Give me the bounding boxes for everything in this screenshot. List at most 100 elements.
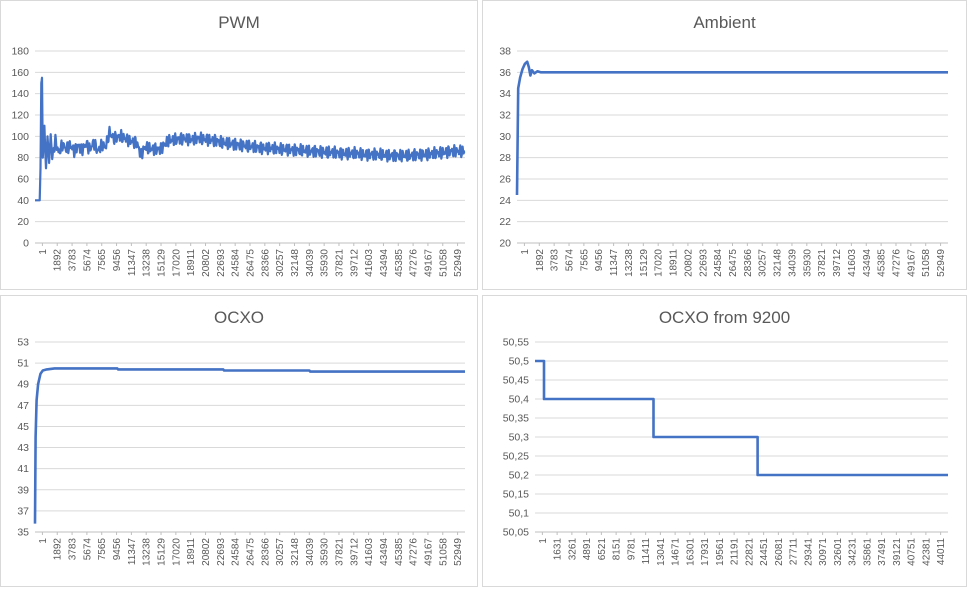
x-tick-label: 3261 [567, 538, 578, 561]
x-tick-label: 7565 [97, 538, 108, 561]
x-tick-label: 47276 [409, 538, 420, 566]
y-tick-label: 22 [499, 216, 511, 228]
x-tick-label: 18911 [669, 249, 680, 277]
y-tick-label: 47 [17, 400, 29, 412]
x-tick-label: 13238 [624, 249, 635, 277]
x-tick-label: 9781 [626, 538, 637, 561]
chart-panel-ambient: Ambient 20 22 24 26 28 30 32 34 36 38 1 1892 3783 567… [482, 0, 967, 290]
x-tick-label: 30257 [275, 249, 286, 277]
x-tick-label: 26475 [246, 249, 257, 277]
chart-title: OCXO from 9200 [658, 308, 791, 327]
y-tick-label: 49 [17, 379, 29, 391]
y-tick-label: 50,55 [503, 337, 529, 349]
x-tick-label: 35930 [802, 249, 813, 277]
x-tick-label: 52949 [453, 538, 464, 566]
x-tick-label: 3783 [550, 249, 561, 272]
x-tick-label: 4891 [582, 538, 593, 561]
chart-svg: 35 37 39 41 43 45 47 49 51 53 1 1892 3783 5674 7565 945… [17, 337, 465, 566]
x-tick-label: 22821 [744, 538, 755, 566]
y-tick-label: 34 [499, 88, 511, 100]
y-tick-label: 160 [11, 67, 29, 79]
x-tick-label: 41603 [847, 249, 858, 277]
x-tick-label: 16301 [685, 538, 696, 566]
x-tick-label: 26475 [246, 538, 257, 566]
x-tick-label: 35930 [320, 249, 331, 277]
x-tick-label: 37491 [877, 538, 888, 566]
y-tick-label: 50,45 [503, 375, 529, 387]
y-tick-label: 180 [11, 46, 29, 58]
x-tick-label: 3783 [68, 249, 79, 272]
y-tick-label: 36 [499, 67, 511, 79]
y-tick-label: 50,4 [509, 394, 530, 406]
x-tick-label: 30971 [818, 538, 829, 566]
x-tick-label: 43494 [379, 249, 390, 277]
x-tick-label: 1892 [535, 249, 546, 272]
x-tick-label: 28366 [743, 249, 754, 277]
series-line [34, 76, 466, 202]
x-tick-label: 6521 [597, 538, 608, 561]
x-tick-label: 18911 [186, 249, 197, 277]
x-tick-label: 9456 [594, 249, 605, 272]
x-tick-label: 26475 [728, 249, 739, 277]
x-tick-label: 1 [538, 538, 549, 544]
x-tick-label: 28366 [260, 249, 271, 277]
x-tick-label: 24584 [231, 249, 242, 277]
x-tick-label: 45385 [877, 249, 888, 277]
x-tick-label: 1 [520, 249, 531, 255]
x-tick-label: 24584 [713, 249, 724, 277]
x-tick-label: 13041 [656, 538, 667, 566]
x-tick-label: 11347 [127, 249, 138, 277]
x-tick-label: 24584 [231, 538, 242, 566]
x-tick-label: 17931 [700, 538, 711, 566]
y-tick-label: 38 [499, 46, 511, 58]
y-tick-label: 40 [17, 195, 29, 207]
x-tick-label: 15129 [639, 249, 650, 277]
x-tick-label: 29341 [803, 538, 814, 566]
x-tick-label: 37821 [334, 538, 345, 566]
y-tick-label: 50,2 [509, 470, 530, 482]
x-tick-label: 39712 [349, 538, 360, 566]
x-tick-label: 42381 [921, 538, 932, 566]
chart-panel-ocxo-from-9200: OCXO from 9200 50,05 50,1 50,15 50,2 50,25 50… [482, 295, 967, 587]
x-tick-label: 15129 [157, 249, 168, 277]
chart-title: OCXO [213, 308, 265, 327]
x-tick-label: 11347 [609, 249, 620, 277]
x-tick-label: 34039 [305, 538, 316, 566]
x-tick-label: 49167 [423, 538, 434, 566]
y-tick-label: 50,1 [509, 508, 530, 520]
y-tick-label: 32 [499, 110, 511, 122]
x-tick-label: 1892 [53, 249, 64, 272]
x-tick-label: 41603 [364, 538, 375, 566]
x-tick-label: 11347 [127, 538, 138, 566]
chart-svg: 0 20 40 60 80 100 120 140 160 180 1 1892 3783 5674 756… [11, 46, 466, 277]
y-tick-label: 35 [17, 527, 29, 539]
x-tick-label: 1892 [53, 538, 64, 561]
series-line [33, 367, 465, 524]
x-tick-label: 14671 [671, 538, 682, 566]
x-tick-label: 22693 [216, 249, 227, 277]
y-tick-label: 50,25 [503, 451, 529, 463]
y-tick-label: 43 [17, 442, 29, 454]
x-tick-label: 39712 [349, 249, 360, 277]
y-tick-label: 140 [11, 88, 29, 100]
chart-panel-pwm: PWM 0 20 40 60 80 100 120 140 160 180 1 1892 3783 567… [0, 0, 478, 290]
x-tick-label: 51058 [921, 249, 932, 277]
x-tick-label: 15129 [157, 538, 168, 566]
y-tick-label: 120 [11, 110, 29, 122]
y-tick-label: 60 [17, 174, 29, 186]
x-tick-label: 35861 [862, 538, 873, 566]
x-tick-label: 32601 [833, 538, 844, 566]
y-tick-label: 30 [499, 131, 511, 143]
x-tick-label: 24451 [759, 538, 770, 566]
x-tick-label: 17020 [171, 249, 182, 277]
x-tick-label: 49167 [423, 249, 434, 277]
x-tick-label: 32148 [290, 538, 301, 566]
y-tick-label: 39 [17, 484, 29, 496]
x-tick-label: 34039 [305, 249, 316, 277]
y-tick-label: 51 [17, 358, 29, 370]
x-tick-label: 52949 [453, 249, 464, 277]
x-tick-label: 45385 [394, 249, 405, 277]
x-tick-label: 45385 [394, 538, 405, 566]
x-tick-label: 40751 [907, 538, 918, 566]
x-tick-label: 18911 [186, 538, 197, 566]
